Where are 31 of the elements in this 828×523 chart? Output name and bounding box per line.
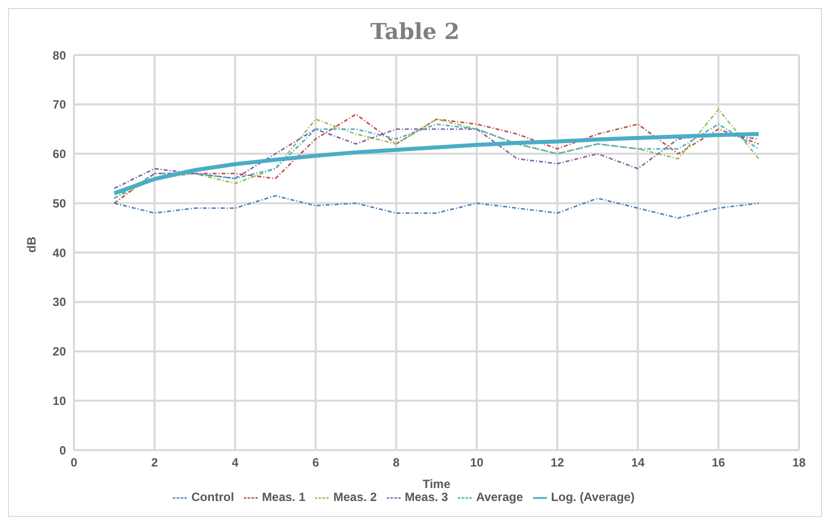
- y-tick-label: 20: [52, 344, 66, 359]
- x-tick-label: 18: [792, 456, 806, 470]
- y-axis-title: dB: [24, 236, 38, 253]
- y-tick-label: 80: [52, 48, 66, 62]
- x-tick-label: 4: [232, 456, 239, 470]
- y-tick-label: 60: [52, 147, 66, 162]
- x-tick-label: 8: [392, 456, 400, 470]
- x-tick-label: 10: [470, 456, 484, 470]
- x-tick-label: 12: [550, 456, 564, 470]
- line-series: [114, 195, 760, 219]
- x-tick-label: 14: [631, 456, 645, 470]
- legend-label: Average: [476, 490, 524, 504]
- x-tick-label: 0: [70, 456, 78, 470]
- y-tick-label: 30: [52, 295, 66, 310]
- legend-label: Log. (Average): [551, 490, 635, 504]
- y-tick-label: 10: [52, 394, 66, 408]
- chart-title: Table 2: [369, 19, 461, 45]
- x-axis-title: Time: [422, 477, 451, 492]
- legend-label: Meas. 2: [333, 490, 377, 504]
- y-tick-label: 70: [52, 98, 66, 112]
- x-tick-label: 6: [312, 456, 320, 470]
- x-tick-label: 2: [151, 456, 158, 470]
- line-series: [114, 128, 760, 190]
- y-tick-label: 50: [52, 196, 66, 210]
- line-series: [114, 123, 760, 199]
- legend-label: Meas. 1: [262, 490, 306, 504]
- legend-label: Meas. 3: [404, 490, 448, 504]
- legend-label: Control: [191, 490, 234, 504]
- y-tick-label: 0: [59, 443, 66, 458]
- y-tick-label: 40: [52, 246, 66, 260]
- x-tick-label: 16: [712, 456, 726, 470]
